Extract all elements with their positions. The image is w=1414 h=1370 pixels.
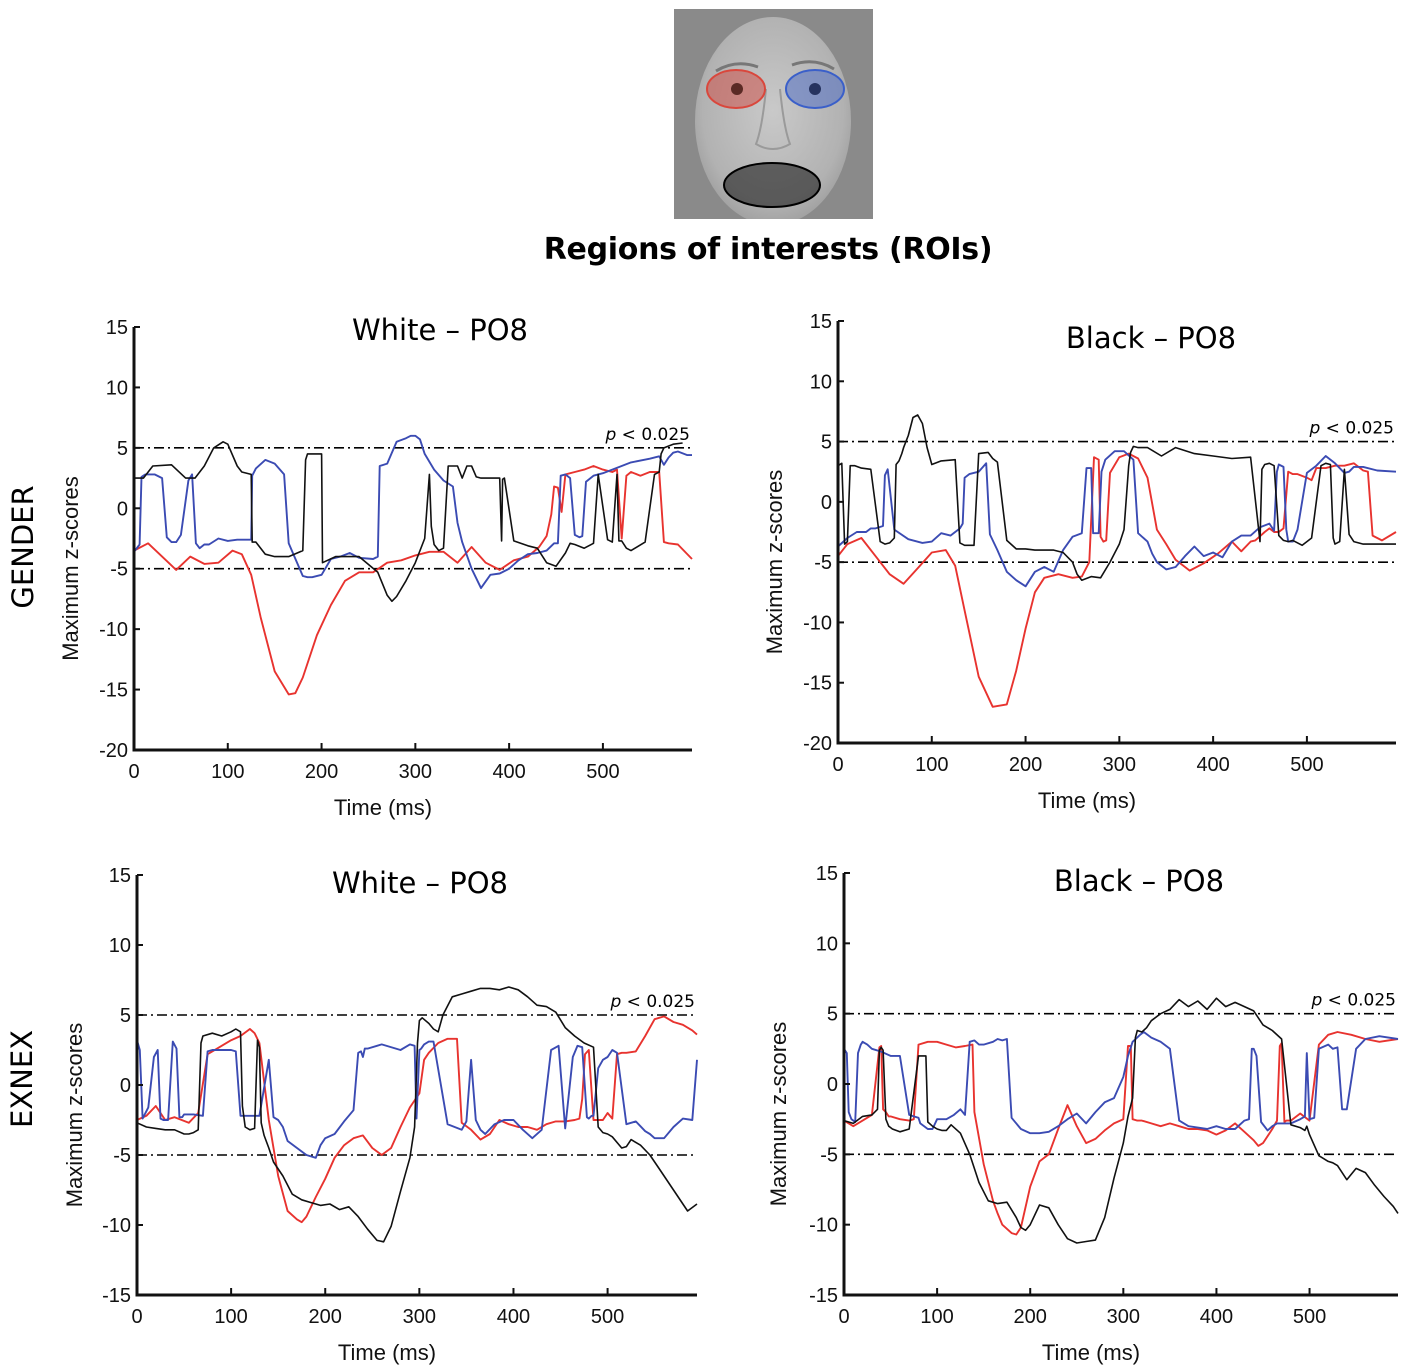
right-iris xyxy=(809,83,821,95)
x-axis-title: Time (ms) xyxy=(1038,788,1136,813)
left-iris xyxy=(731,83,743,95)
y-tick-label: -5 xyxy=(820,1144,838,1166)
y-tick-label: 5 xyxy=(821,432,832,454)
x-tick-label: 400 xyxy=(492,761,525,783)
x-tick-label: 500 xyxy=(1290,754,1323,776)
y-tick-label: -10 xyxy=(99,619,128,641)
y-tick-label: 5 xyxy=(120,1005,131,1027)
roi-mouth xyxy=(723,162,821,208)
y-tick-label: 0 xyxy=(117,498,128,520)
roi-face-image xyxy=(674,9,873,225)
threshold-label: p < 0.025 xyxy=(1308,419,1394,439)
x-tick-label: 300 xyxy=(403,1306,436,1328)
y-tick-label: -10 xyxy=(102,1215,131,1237)
y-tick-label: 10 xyxy=(109,935,131,957)
x-tick-label: 100 xyxy=(214,1306,247,1328)
y-axis-title: Maximum z-scores xyxy=(762,470,787,655)
series-line-mouth xyxy=(837,414,1396,582)
y-tick-label: 10 xyxy=(816,933,838,955)
x-tick-label: 200 xyxy=(1014,1306,1047,1328)
x-tick-label: 0 xyxy=(128,761,139,783)
x-tick-label: 500 xyxy=(1293,1306,1326,1328)
threshold-label: p < 0.025 xyxy=(1310,991,1396,1011)
x-axis-title: Time (ms) xyxy=(1042,1340,1140,1365)
y-tick-label: 0 xyxy=(821,492,832,514)
x-axis-title: Time (ms) xyxy=(338,1340,436,1365)
right-eyebrow xyxy=(791,60,835,71)
x-tick-label: 300 xyxy=(1103,754,1136,776)
y-tick-label: 15 xyxy=(810,311,832,333)
y-axis-title: Maximum z-scores xyxy=(62,1023,87,1208)
nose xyxy=(754,88,792,150)
x-tick-label: 200 xyxy=(305,761,338,783)
x-tick-label: 0 xyxy=(131,1306,142,1328)
series-line-right-eye xyxy=(843,1031,1399,1135)
y-tick-label: -15 xyxy=(99,680,128,702)
x-tick-label: 0 xyxy=(838,1306,849,1328)
y-tick-label: -15 xyxy=(803,673,832,695)
x-tick-label: 100 xyxy=(920,1306,953,1328)
y-tick-label: -15 xyxy=(102,1285,131,1307)
series-line-right-eye xyxy=(133,434,692,590)
series-line-left-eye xyxy=(136,1015,698,1224)
y-tick-label: 5 xyxy=(827,1004,838,1026)
x-tick-label: 200 xyxy=(1009,754,1042,776)
x-tick-label: 500 xyxy=(586,761,619,783)
y-tick-label: -20 xyxy=(803,733,832,755)
y-tick-label: 10 xyxy=(106,377,128,399)
chart-title: Black – PO8 xyxy=(1066,321,1236,355)
y-axis-title: Maximum z-scores xyxy=(766,1022,791,1207)
series-line-right-eye xyxy=(837,450,1397,588)
y-tick-label: 10 xyxy=(810,371,832,393)
y-tick-label: 0 xyxy=(120,1075,131,1097)
x-tick-label: 300 xyxy=(1107,1306,1140,1328)
threshold-label: p < 0.025 xyxy=(609,992,695,1012)
chart-title: White – PO8 xyxy=(352,313,528,347)
y-tick-label: -5 xyxy=(814,552,832,574)
y-tick-label: 15 xyxy=(109,865,131,887)
x-tick-label: 500 xyxy=(591,1306,624,1328)
x-tick-label: 400 xyxy=(497,1306,530,1328)
chart-title: White – PO8 xyxy=(332,866,508,900)
x-tick-label: 400 xyxy=(1200,1306,1233,1328)
y-tick-label: 15 xyxy=(816,863,838,885)
x-tick-label: 100 xyxy=(915,754,948,776)
y-tick-label: 5 xyxy=(117,438,128,460)
y-tick-label: -15 xyxy=(809,1285,838,1307)
y-axis-title: Maximum z-scores xyxy=(58,476,83,661)
y-tick-label: -20 xyxy=(99,740,128,762)
left-eyebrow xyxy=(715,62,759,73)
roi-title: Regions of interests (ROIs) xyxy=(543,232,993,267)
series-line-right-eye xyxy=(136,1039,698,1159)
x-tick-label: 0 xyxy=(832,754,843,776)
y-tick-label: 0 xyxy=(827,1074,838,1096)
threshold-label: p < 0.025 xyxy=(604,425,690,445)
series-line-mouth xyxy=(134,441,683,603)
y-tick-label: -10 xyxy=(803,612,832,634)
x-axis-title: Time (ms) xyxy=(334,795,432,820)
x-tick-label: 300 xyxy=(399,761,432,783)
face-illustration xyxy=(674,9,873,225)
series-line-mouth xyxy=(136,986,698,1243)
series-line-mouth xyxy=(843,997,1399,1244)
y-tick-label: -10 xyxy=(809,1215,838,1237)
x-tick-label: 200 xyxy=(309,1306,342,1328)
x-tick-label: 400 xyxy=(1196,754,1229,776)
x-tick-label: 100 xyxy=(211,761,244,783)
chart-title: Black – PO8 xyxy=(1054,864,1224,898)
series-line-left-eye xyxy=(843,1031,1399,1236)
series-line-left-eye xyxy=(837,452,1397,708)
y-tick-label: -5 xyxy=(113,1145,131,1167)
y-tick-label: 15 xyxy=(106,317,128,339)
y-tick-label: -5 xyxy=(110,559,128,581)
series-line-left-eye xyxy=(133,465,693,696)
